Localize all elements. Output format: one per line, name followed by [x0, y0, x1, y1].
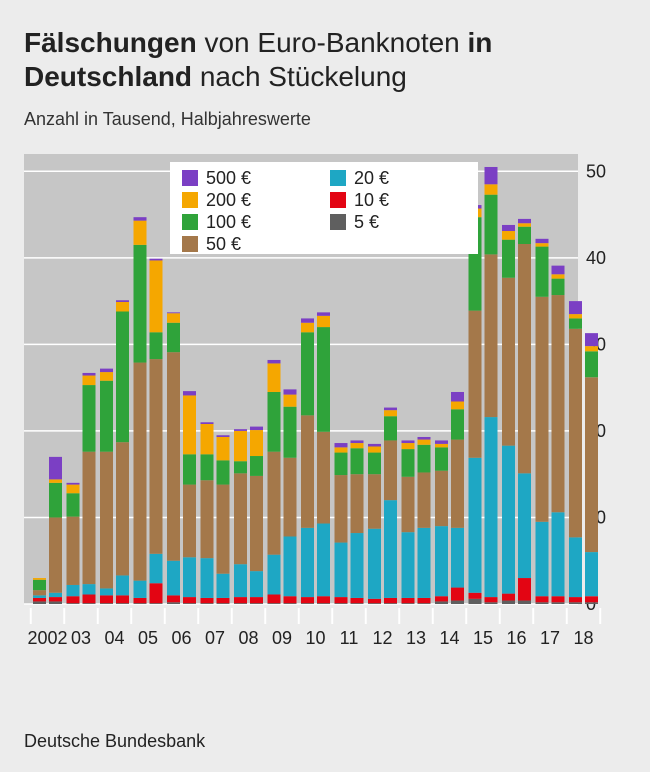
svg-text:11: 11 — [340, 628, 359, 648]
svg-text:2002: 2002 — [27, 628, 67, 648]
svg-text:18: 18 — [573, 628, 593, 648]
chart-source: Deutsche Bundesbank — [24, 731, 626, 752]
svg-text:17: 17 — [540, 628, 560, 648]
svg-text:10: 10 — [305, 628, 325, 648]
chart-container: 0102030405020020304050607080910111213141… — [24, 144, 626, 703]
stacked-bar-chart: 0102030405020020304050607080910111213141… — [24, 144, 626, 674]
svg-text:12: 12 — [372, 628, 392, 648]
svg-text:200 €: 200 € — [206, 190, 251, 210]
svg-text:04: 04 — [104, 628, 124, 648]
svg-text:40: 40 — [586, 248, 606, 268]
svg-text:13: 13 — [406, 628, 426, 648]
chart-title: Fälschungen von Euro-Banknoten in Deutsc… — [24, 26, 626, 93]
svg-text:500 €: 500 € — [206, 168, 251, 188]
chart-page: Fälschungen von Euro-Banknoten in Deutsc… — [0, 0, 650, 772]
svg-text:10 €: 10 € — [354, 190, 389, 210]
svg-text:03: 03 — [71, 628, 91, 648]
svg-text:5 €: 5 € — [354, 212, 379, 232]
svg-text:100 €: 100 € — [206, 212, 251, 232]
svg-text:08: 08 — [238, 628, 258, 648]
chart-subtitle: Anzahl in Tausend, Halbjahreswerte — [24, 109, 626, 130]
svg-text:15: 15 — [473, 628, 493, 648]
svg-text:07: 07 — [205, 628, 225, 648]
svg-text:09: 09 — [272, 628, 292, 648]
svg-text:06: 06 — [171, 628, 191, 648]
svg-text:05: 05 — [138, 628, 158, 648]
svg-text:50: 50 — [586, 161, 606, 181]
svg-text:16: 16 — [506, 628, 526, 648]
svg-text:20 €: 20 € — [354, 168, 389, 188]
svg-text:50 €: 50 € — [206, 234, 241, 254]
svg-text:14: 14 — [439, 628, 459, 648]
